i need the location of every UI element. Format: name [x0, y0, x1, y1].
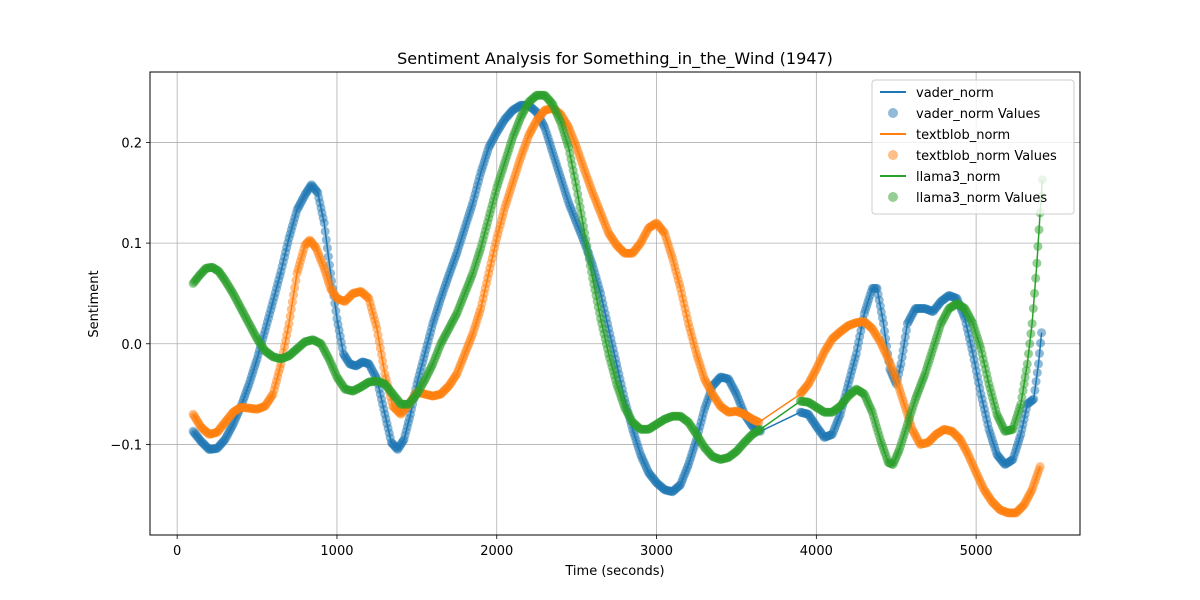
llama3_norm-value-point [1034, 225, 1044, 235]
vader_norm-value-point [1031, 377, 1041, 386]
llama3_norm-value-point [1030, 288, 1039, 298]
llama3_norm-value-point [1027, 319, 1037, 329]
legend-label: textblob_norm Values [916, 149, 1057, 164]
y-tick-label: 0.0 [121, 338, 142, 353]
llama3_norm-value-point [1016, 399, 1026, 409]
vader_norm-value-point [879, 319, 888, 329]
llama3_norm-value-point [1032, 258, 1042, 268]
llama3_norm-value-point [1020, 372, 1030, 382]
legend-entry: textblob_norm [880, 128, 1010, 143]
llama3_norm-value-point [1024, 349, 1033, 359]
y-tick-label: −0.1 [110, 438, 142, 453]
textblob_norm-value-point [290, 283, 300, 293]
vader_norm-value-point [899, 339, 909, 349]
x-tick-label: 1000 [320, 544, 353, 559]
vader_norm-value-point [1036, 338, 1046, 348]
axis-ticks: 0 1000 2000 3000 4000 5000 −0.1 0.0 0.1 0.2 [110, 136, 992, 559]
vader_norm-value-point [331, 306, 341, 316]
x-axis-label: Time (seconds) [564, 564, 664, 579]
vader_norm-value-point [1037, 328, 1047, 338]
vader_norm-value-point [898, 346, 908, 355]
llama3_norm-value-point [1026, 329, 1036, 339]
llama3_norm-value-point [1033, 242, 1043, 251]
vader_norm-value-point [880, 326, 889, 336]
x-tick-label: 0 [173, 544, 181, 559]
vader_norm-value-point [319, 218, 329, 228]
textblob_norm-value-point [289, 290, 299, 300]
legend: vader_norm vader_norm Values textblob_norm… [871, 79, 1075, 215]
llama3_norm-value-point [1018, 386, 1028, 396]
vader_norm-value-point [1035, 349, 1044, 358]
x-tick-label: 4000 [800, 544, 833, 559]
x-tick-label: 5000 [960, 544, 993, 559]
vader_norm-value-point [320, 226, 330, 236]
textblob_norm-value-point [291, 276, 301, 285]
x-tick-label: 2000 [480, 544, 513, 559]
legend-marker-swatch [888, 150, 898, 160]
llama3_norm-value-point [1017, 392, 1027, 402]
legend-label: textblob_norm [916, 128, 1010, 143]
vader_norm-value-point [1029, 394, 1039, 404]
vader_norm-value-point [323, 252, 333, 261]
vader_norm-value-point [1030, 385, 1040, 395]
vader_norm-value-point [897, 352, 907, 362]
llama3_norm-value-point [1022, 359, 1032, 369]
legend-label: llama3_norm [916, 170, 1001, 185]
legend-entry: llama3_norm Values [888, 191, 1047, 206]
vader_norm-value-point [1034, 359, 1043, 369]
y-axis-label: Sentiment [87, 270, 102, 337]
vader_norm-value-point [900, 332, 910, 342]
textblob_norm-value-point [1035, 462, 1045, 472]
llama3_norm-value-point [1031, 273, 1041, 283]
y-tick-label: 0.2 [121, 136, 142, 151]
vader_norm-value-point [896, 359, 906, 369]
legend-marker-swatch [888, 108, 898, 118]
textblob_norm-series [188, 103, 1045, 518]
textblob_norm-value-point [284, 319, 294, 329]
legend-entry: vader_norm Values [888, 107, 1041, 122]
legend-marker-swatch [888, 192, 898, 202]
llama3_norm-value-point [1019, 379, 1029, 389]
textblob_norm-value-point [286, 304, 296, 314]
llama3_norm-value-point [1025, 339, 1035, 349]
llama3_norm-value-point [755, 424, 765, 434]
vader_norm-value-point [322, 243, 332, 253]
llama3_norm-series [188, 90, 1047, 469]
x-tick-label: 3000 [640, 544, 673, 559]
legend-entry: vader_norm [880, 86, 994, 101]
textblob_norm-value-point [754, 417, 764, 427]
vader_norm-value-point [1032, 368, 1042, 378]
series-layer [188, 90, 1047, 518]
vader_norm-value-point [901, 325, 911, 335]
legend-entry: llama3_norm [880, 170, 1001, 185]
vader_norm-value-point [321, 235, 331, 245]
legend-label: vader_norm [916, 86, 994, 101]
legend-label: llama3_norm Values [916, 191, 1047, 206]
plot-frame [149, 71, 1081, 536]
chart-title: Sentiment Analysis for Something_in_the_… [397, 49, 833, 69]
llama3_norm-value-point [1028, 304, 1038, 313]
textblob_norm-value-point [287, 297, 297, 307]
vader_norm-series [188, 100, 1047, 497]
llama3_norm-value-point [1021, 366, 1031, 376]
y-tick-label: 0.1 [121, 237, 142, 252]
legend-entry: textblob_norm Values [888, 149, 1057, 164]
textblob_norm-value-point [285, 311, 295, 321]
legend-label: vader_norm Values [916, 107, 1041, 122]
legend-box [871, 79, 1075, 215]
